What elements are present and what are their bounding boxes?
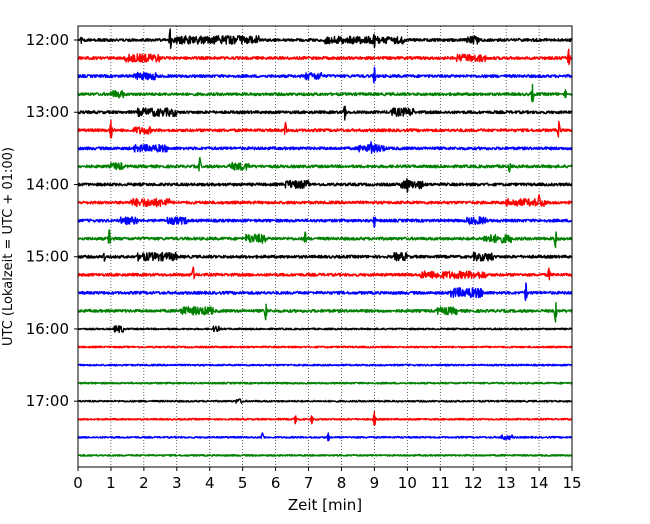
x-tick-label: 6: [271, 474, 281, 492]
trace-1200: [77, 28, 573, 49]
y-tick-label: 12:00: [26, 31, 69, 49]
y-tick-label: 16:00: [26, 320, 69, 338]
trace-1530: [77, 282, 573, 301]
x-tick-label: 10: [398, 474, 417, 492]
x-tick-label: 8: [337, 474, 347, 492]
trace-1500: [77, 251, 573, 262]
y-tick-label: 14:00: [26, 175, 69, 193]
y-tick-label: 15:00: [26, 248, 69, 266]
x-tick-label: 0: [73, 474, 83, 492]
x-tick-label: 5: [238, 474, 248, 492]
trace-1315: [77, 119, 573, 139]
trace-1600: [77, 325, 573, 334]
trace-1415: [77, 194, 573, 208]
trace-1745: [77, 453, 573, 457]
trace-1700: [77, 398, 573, 404]
plot-frame: [77, 25, 573, 468]
trace-1645: [77, 381, 573, 385]
x-axis-label: Zeit [min]: [288, 496, 362, 514]
x-tick-label: 2: [139, 474, 149, 492]
trace-1545: [77, 301, 573, 323]
x-tick-label: 15: [562, 474, 581, 492]
x-tick-label: 7: [304, 474, 314, 492]
trace-1215: [77, 48, 573, 66]
x-tick-label: 14: [530, 474, 549, 492]
x-tick-label: 12: [464, 474, 483, 492]
x-tick-label: 9: [370, 474, 380, 492]
x-tick-label: 13: [497, 474, 516, 492]
trace-1445: [77, 229, 573, 249]
trace-1345: [77, 156, 573, 173]
trace-1630: [77, 363, 573, 367]
trace-layer: [77, 28, 573, 457]
trace-1400: [77, 178, 573, 193]
trace-1245: [77, 83, 573, 103]
x-tick-label: 11: [431, 474, 450, 492]
trace-1515: [77, 266, 573, 281]
y-axis-ticks: 12:00 13:00 14:00 15:00 16:00 17:00: [26, 31, 78, 410]
trace-1230: [77, 66, 573, 84]
trace-1715: [77, 410, 573, 426]
x-tick-label: 3: [172, 474, 182, 492]
trace-1730: [77, 432, 573, 442]
x-axis-ticks: 0 1 2 3 4 5 6 7 8 9 10 11 12 13 14 15: [73, 467, 582, 492]
y-tick-label: 13:00: [26, 103, 69, 121]
x-tick-label: 1: [106, 474, 116, 492]
trace-1430: [77, 216, 573, 228]
trace-1330: [77, 141, 573, 155]
y-tick-label: 17:00: [26, 392, 69, 410]
y-axis-label: UTC (Lokalzeit = UTC + 01:00): [1, 147, 16, 346]
trace-1615: [77, 345, 573, 349]
x-tick-label: 4: [205, 474, 215, 492]
trace-1300: [77, 105, 573, 121]
